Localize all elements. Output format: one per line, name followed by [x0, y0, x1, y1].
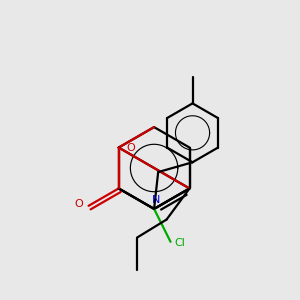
Text: Cl: Cl	[175, 238, 185, 248]
Text: O: O	[127, 142, 136, 152]
Text: O: O	[74, 199, 83, 209]
Text: N: N	[152, 195, 160, 205]
